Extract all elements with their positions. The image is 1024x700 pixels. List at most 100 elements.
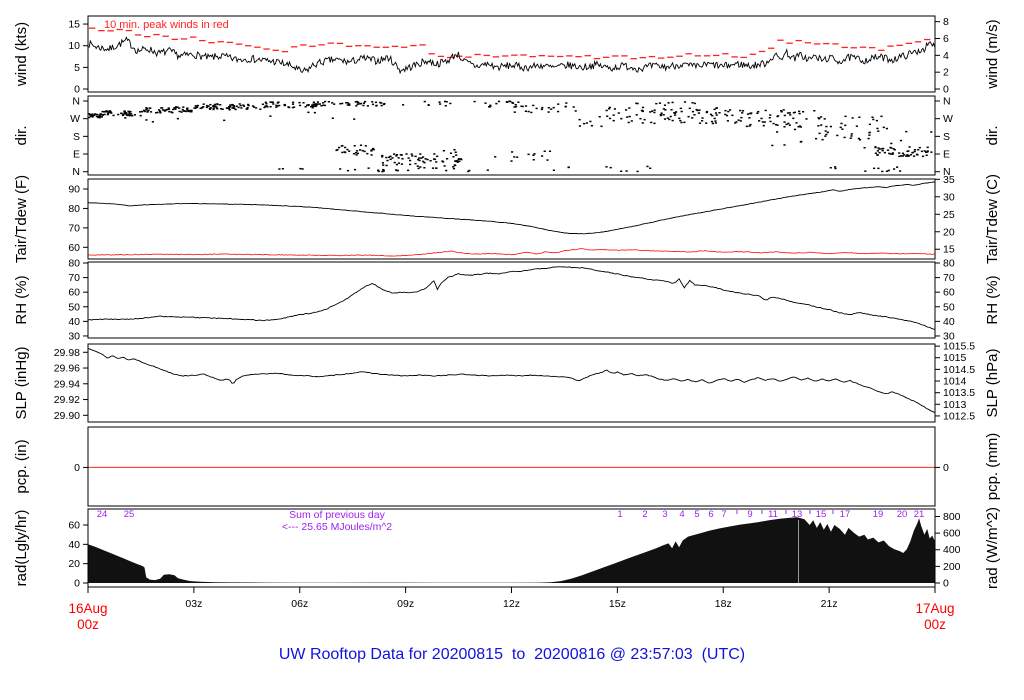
dir-dot (235, 105, 238, 107)
dir-dot (671, 119, 674, 122)
dir-dot (920, 150, 923, 153)
dir-dot (88, 116, 91, 119)
dir-dot (670, 109, 673, 111)
dir-dot (585, 122, 588, 124)
dir-dot (445, 169, 448, 172)
dir-dot (868, 123, 871, 126)
annotation-text: 15 (816, 509, 827, 520)
dir-dot (888, 152, 891, 155)
dir-dot (94, 113, 97, 115)
dir-dot (186, 109, 189, 112)
dir-dot (196, 106, 199, 109)
dir-dot (625, 170, 628, 172)
dir-dot (293, 106, 296, 108)
dir-dot (548, 150, 552, 152)
dir-dot (821, 138, 824, 141)
dir-dot (355, 154, 358, 156)
dir-dot (278, 104, 281, 107)
y-tick-label: 70 (943, 272, 955, 284)
dir-dot (758, 120, 761, 122)
dir-dot (798, 112, 801, 115)
dir-dot (251, 105, 255, 107)
y-tick-label: W (943, 113, 953, 125)
y-tick-label: 29.96 (54, 363, 80, 375)
dir-dot (370, 154, 373, 156)
y-tick-label: 200 (943, 561, 961, 573)
dir-dot (473, 100, 476, 103)
dir-dot (363, 150, 366, 153)
dir-dot (660, 112, 663, 114)
dir-dot (265, 105, 268, 107)
dir-dot (550, 108, 553, 110)
annotation-text: 25 (124, 509, 135, 520)
y-axis-title-right: RH (%) (984, 275, 1001, 324)
dir-dot (91, 114, 94, 117)
dir-dot (164, 109, 167, 111)
dir-dot (103, 113, 106, 116)
dir-dot (714, 112, 718, 114)
dir-dot (578, 125, 581, 127)
dir-dot (202, 106, 205, 108)
dir-dot (333, 103, 336, 105)
dir-dot (331, 117, 334, 119)
dir-dot (930, 131, 933, 133)
dir-dot (215, 106, 218, 109)
dir-dot (899, 170, 902, 172)
y-axis-title-right: pcp. (mm) (984, 433, 1001, 501)
dir-dot (453, 149, 456, 151)
dir-dot (242, 104, 245, 106)
dir-dot (776, 124, 779, 126)
annotation-text: 10 min. peak winds in red (104, 19, 229, 31)
dir-dot (913, 149, 917, 151)
x-tick-label: 12z (503, 598, 520, 610)
dir-dot (533, 153, 536, 155)
dir-dot (898, 152, 901, 154)
dir-dot (823, 118, 826, 120)
dir-dot (826, 131, 829, 134)
dir-dot (145, 109, 148, 111)
dir-dot (359, 144, 363, 146)
dir-dot (653, 122, 656, 125)
annotation-text: 21 (914, 509, 925, 520)
dir-dot (227, 107, 231, 110)
dir-dot (691, 110, 695, 113)
dir-dot (183, 110, 186, 112)
dir-dot (131, 115, 134, 117)
y-tick-label: 6 (943, 33, 949, 45)
dir-dot (783, 144, 786, 146)
dir-dot (397, 157, 400, 159)
dir-dot (874, 152, 877, 154)
dir-dot (741, 110, 745, 112)
chart-title: UW Rooftop Data for 20200815 to 20200816… (278, 646, 746, 663)
annotation-text: 6 (708, 509, 713, 520)
dir-dot (710, 120, 714, 123)
y-axis-title-left: rad(Lgly/hr) (13, 510, 30, 587)
dir-dot (925, 154, 928, 156)
x-tick-label: 03z (185, 598, 202, 610)
y-tick-label: 50 (943, 301, 955, 313)
dir-dot (605, 166, 608, 168)
dir-dot (908, 146, 911, 148)
dir-dot (344, 146, 347, 149)
dir-dot (903, 154, 906, 156)
dir-dot (608, 106, 611, 109)
dir-dot (889, 153, 892, 155)
dir-dot (517, 101, 520, 103)
dir-dot (641, 106, 645, 109)
dir-dot (880, 115, 883, 118)
dir-dot (89, 114, 92, 116)
dir-dot (825, 133, 828, 136)
dir-dot (167, 108, 171, 110)
dir-dot (96, 113, 99, 116)
dir-dot (263, 106, 266, 109)
dir-dot (749, 112, 752, 115)
dir-dot (259, 108, 262, 110)
dir-dot (419, 153, 422, 155)
x-tick-label: 09z (397, 598, 414, 610)
x-tick-label: 21z (821, 598, 838, 610)
dir-dot (322, 104, 325, 106)
dir-dot (422, 160, 425, 163)
annotation-text: 1 (617, 509, 622, 520)
dir-dot (787, 122, 790, 125)
dir-dot (382, 170, 385, 172)
